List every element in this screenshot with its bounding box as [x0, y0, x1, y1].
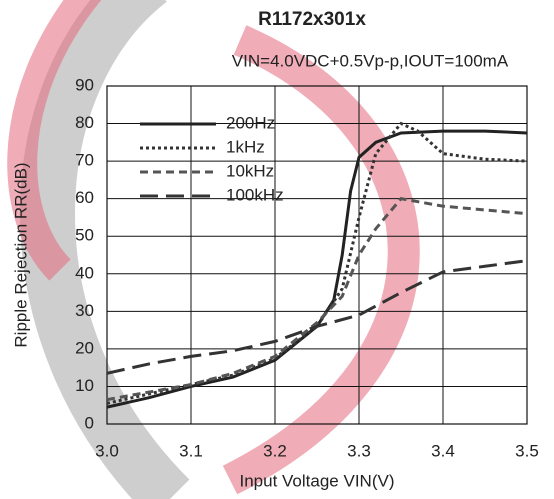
- y-tick-label: 70: [75, 151, 94, 170]
- watermark-pink: [222, 25, 420, 495]
- x-tick-label: 3.2: [263, 441, 287, 460]
- watermark-pink: [7, 0, 102, 281]
- y-tick-label: 80: [75, 113, 94, 132]
- series-line: [106, 197, 528, 402]
- y-axis-label: Ripple Rejection RR(dB): [11, 162, 30, 347]
- y-tick-label: 10: [75, 376, 94, 395]
- legend-label: 100kHz: [226, 185, 284, 204]
- plot-frame: [106, 85, 528, 425]
- y-tick-label: 0: [85, 413, 94, 432]
- x-tick-label: 3.4: [431, 441, 455, 460]
- legend-label: 200Hz: [226, 113, 275, 132]
- series-line: [106, 259, 528, 375]
- y-tick-label: 30: [75, 301, 94, 320]
- x-tick-label: 3.3: [347, 441, 371, 460]
- y-tick-label: 60: [75, 188, 94, 207]
- y-tick-label: 50: [75, 226, 94, 245]
- y-tick-label: 90: [75, 75, 94, 94]
- x-tick-label: 3.0: [95, 441, 119, 460]
- series-line: [106, 129, 528, 409]
- y-tick-label: 40: [75, 263, 94, 282]
- chart-subtitle: VIN=4.0VDC+0.5Vp-p,IOUT=100mA: [232, 51, 509, 70]
- x-axis-label: Input Voltage VIN(V): [240, 471, 395, 490]
- y-tick-label: 20: [75, 338, 94, 357]
- watermark-gray: [20, 0, 190, 499]
- x-tick-label: 3.5: [515, 441, 539, 460]
- legend-label: 10kHz: [226, 161, 274, 180]
- chart-title: R1172x301x: [258, 9, 366, 30]
- legend-label: 1kHz: [226, 137, 265, 156]
- x-tick-label: 3.1: [179, 441, 203, 460]
